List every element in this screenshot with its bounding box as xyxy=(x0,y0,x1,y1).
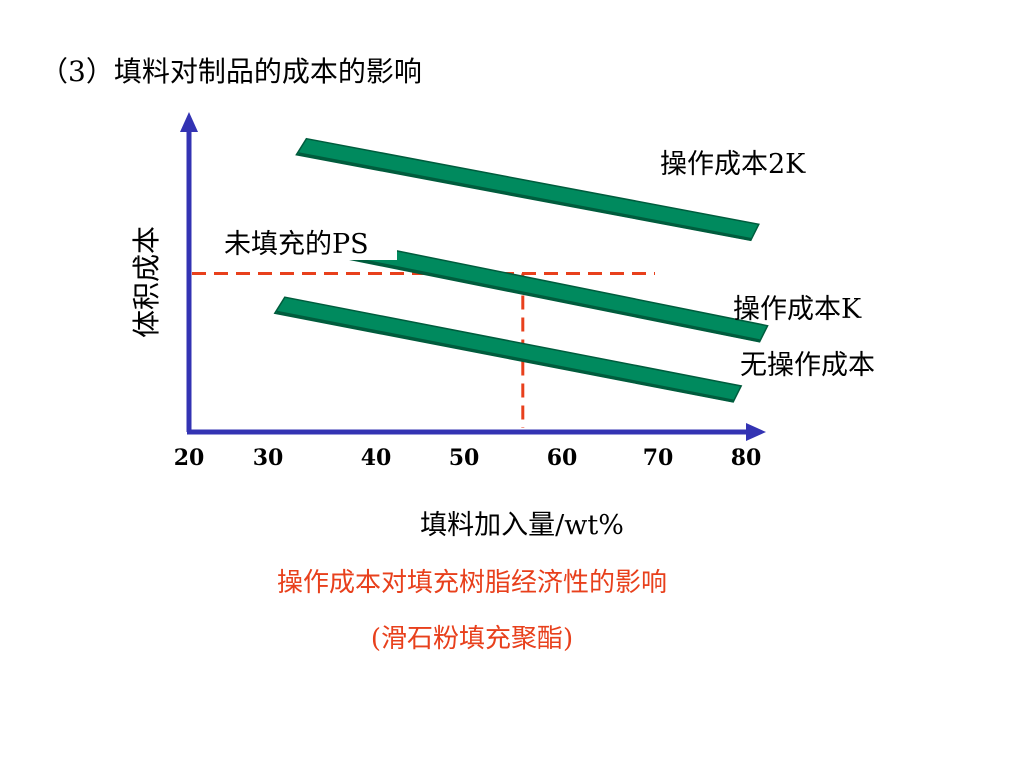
series-label-2k: 操作成本2K xyxy=(660,149,806,180)
x-tick-label: 40 xyxy=(361,445,392,471)
series-band-2k xyxy=(295,137,760,242)
series-band-k-edge xyxy=(319,250,760,343)
y-axis-arrow xyxy=(180,112,198,132)
series-label-k: 操作成本K xyxy=(733,294,862,325)
series-band-2k-edge xyxy=(298,152,752,241)
annotation-background xyxy=(222,224,397,260)
series-band-no-op-edge xyxy=(276,310,734,403)
x-tick-label: 60 xyxy=(547,445,578,471)
chart: 20 30 40 50 60 70 80 操作成本2K 操作成本K 无操作成本 未填充的PS 体积成本… xyxy=(130,112,875,541)
slide-title: （3）填料对制品的成本的影响 xyxy=(40,55,422,88)
series-label-no-op: 无操作成本 xyxy=(740,350,875,381)
x-tick-label: 30 xyxy=(253,445,284,471)
x-axis-label: 填料加入量/wt% xyxy=(420,510,624,541)
x-tick-label: 80 xyxy=(731,445,762,471)
x-tick-label: 20 xyxy=(174,445,205,471)
y-axis-label: 体积成本 xyxy=(130,226,163,338)
chart-caption: 操作成本对填充树脂经济性的影响 xyxy=(276,568,667,598)
annotation-unfilled-ps: 未填充的PS xyxy=(224,229,369,260)
series-band-no-op xyxy=(273,296,743,403)
chart-subcaption: (滑石粉填充聚酯) xyxy=(370,624,574,654)
x-axis-arrow xyxy=(746,423,766,441)
x-tick-label: 70 xyxy=(643,445,674,471)
x-tick-label: 50 xyxy=(449,445,480,471)
